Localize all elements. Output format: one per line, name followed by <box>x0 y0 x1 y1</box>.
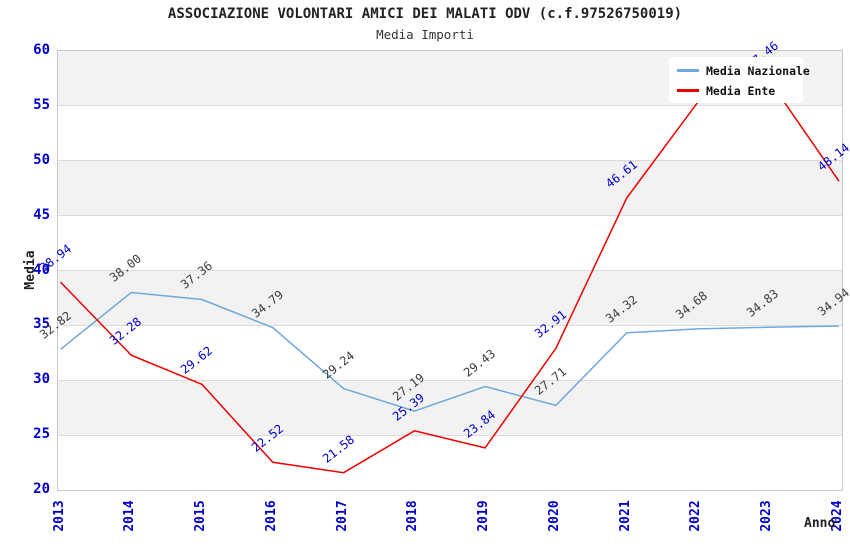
x-tick-label: 2022 <box>688 500 704 532</box>
legend-label: Media Nazionale <box>706 63 810 78</box>
legend-item-media-ente: Media Ente <box>677 81 803 100</box>
nazionale-line-swatch-icon <box>677 69 699 72</box>
y-tick-label: 55 <box>33 96 50 113</box>
legend: Media Nazionale Media Ente <box>669 57 810 103</box>
series-line-media-ente <box>59 78 840 474</box>
x-tick-label: 2016 <box>263 500 279 532</box>
x-tick-label: 2020 <box>546 500 562 532</box>
grid-band <box>58 215 842 271</box>
series-lines <box>59 78 840 474</box>
gridline <box>58 324 842 326</box>
x-axis-title: Anno <box>804 516 836 531</box>
series-line-media-nazionale <box>60 291 840 412</box>
grid-band <box>58 380 842 436</box>
x-tick-label: 2013 <box>51 500 67 532</box>
x-tick-label: 2018 <box>405 500 421 532</box>
chart-title: ASSOCIAZIONE VOLONTARI AMICI DEI MALATI … <box>167 6 683 22</box>
grid-band <box>58 160 842 216</box>
legend-item-media-nazionale: Media Nazionale <box>677 61 810 80</box>
grid-band <box>58 435 842 490</box>
x-tick-label: 2017 <box>334 500 350 532</box>
y-tick-label: 50 <box>33 151 50 168</box>
x-tick-label: 2015 <box>193 500 209 532</box>
y-tick-label: 20 <box>33 481 50 497</box>
chart-subtitle: Media Importi <box>376 27 474 42</box>
ente-line-swatch-icon <box>677 89 699 92</box>
gridline <box>58 160 842 162</box>
grid-band <box>58 325 842 381</box>
gridline <box>58 105 842 107</box>
gridline <box>58 434 842 436</box>
y-axis-title: Media <box>23 250 38 290</box>
grid-band <box>58 105 842 161</box>
gridline <box>58 379 842 381</box>
x-tick-label: 2014 <box>122 500 138 532</box>
x-tick-label: 2021 <box>617 500 633 532</box>
x-tick-label: 2023 <box>759 500 775 532</box>
y-tick-label: 25 <box>33 426 50 443</box>
legend-label: Media Ente <box>706 83 776 98</box>
y-tick-label: 30 <box>33 371 50 388</box>
y-tick-label: 60 <box>33 42 50 58</box>
gridline <box>58 270 842 271</box>
gridline <box>58 215 842 217</box>
x-tick-label: 2019 <box>476 500 492 532</box>
plot-area <box>57 50 843 491</box>
